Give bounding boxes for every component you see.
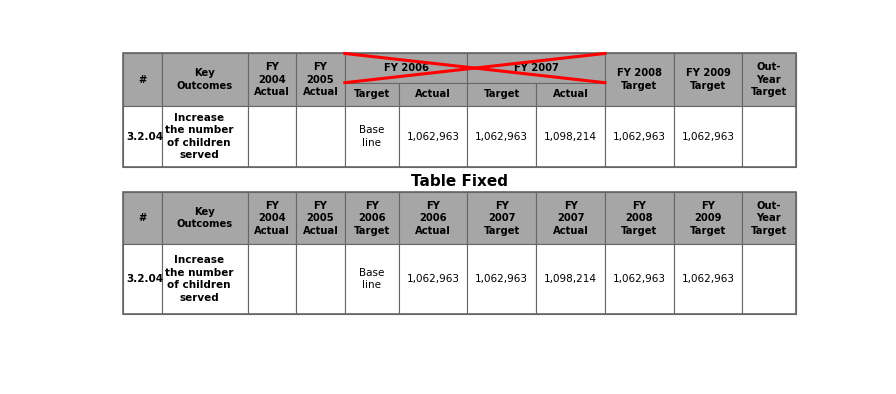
Text: Key
Outcomes: Key Outcomes (177, 207, 233, 229)
Text: FY 2009
Target: FY 2009 Target (685, 69, 730, 91)
Bar (247, 106, 297, 167)
Bar (297, 54, 345, 106)
Text: Base
line: Base line (359, 125, 384, 148)
Bar (345, 54, 468, 83)
Text: FY
2008
Target: FY 2008 Target (621, 201, 658, 236)
Text: FY
2004
Actual: FY 2004 Actual (254, 201, 289, 236)
Bar (605, 192, 674, 244)
Text: 1,062,963: 1,062,963 (475, 274, 529, 284)
Bar (123, 54, 161, 106)
Bar (297, 244, 345, 314)
Text: Out-
Year
Target: Out- Year Target (751, 62, 788, 97)
Bar (161, 192, 247, 244)
Bar (161, 106, 247, 167)
Bar (743, 244, 796, 314)
Bar (674, 244, 743, 314)
Text: FY
2006
Target: FY 2006 Target (354, 201, 390, 236)
Bar (161, 244, 247, 314)
Bar (297, 106, 345, 167)
Bar (674, 54, 743, 106)
Text: FY
2009
Target: FY 2009 Target (690, 201, 727, 236)
Text: 1,062,963: 1,062,963 (475, 132, 529, 141)
Text: 1,062,963: 1,062,963 (613, 274, 666, 284)
Bar (605, 106, 674, 167)
Bar (123, 192, 796, 314)
Text: FY
2006
Actual: FY 2006 Actual (415, 201, 451, 236)
Bar (123, 244, 161, 314)
Bar (123, 106, 161, 167)
Bar (605, 244, 674, 314)
Text: 1,062,963: 1,062,963 (613, 132, 666, 141)
Bar (399, 83, 468, 106)
Bar (536, 106, 605, 167)
Bar (247, 244, 297, 314)
Text: #: # (138, 74, 146, 85)
Bar (743, 192, 796, 244)
Text: 1,062,963: 1,062,963 (682, 132, 735, 141)
Bar (468, 83, 536, 106)
Text: Increase
the number
of children
served: Increase the number of children served (165, 255, 233, 303)
Text: 1,062,963: 1,062,963 (407, 274, 460, 284)
Bar (123, 192, 161, 244)
Text: FY
2007
Actual: FY 2007 Actual (553, 201, 589, 236)
Text: FY
2007
Target: FY 2007 Target (484, 201, 520, 236)
Bar (247, 54, 297, 106)
Text: 1,098,214: 1,098,214 (544, 132, 597, 141)
Text: Key
Outcomes: Key Outcomes (177, 69, 233, 91)
Text: 3.2.04: 3.2.04 (126, 274, 163, 284)
Bar (468, 106, 536, 167)
Bar (674, 106, 743, 167)
Text: FY 2008
Target: FY 2008 Target (616, 69, 662, 91)
Bar (247, 192, 297, 244)
Bar (345, 244, 399, 314)
Text: Out-
Year
Target: Out- Year Target (751, 201, 788, 236)
Text: #: # (138, 213, 146, 223)
Text: Base
line: Base line (359, 268, 384, 290)
Text: Actual: Actual (553, 89, 589, 99)
Bar (345, 106, 399, 167)
Bar (297, 192, 345, 244)
Text: Table Fixed: Table Fixed (410, 174, 508, 189)
Text: FY 2006: FY 2006 (383, 63, 428, 73)
Bar (536, 83, 605, 106)
Bar (468, 192, 536, 244)
Text: Target: Target (354, 89, 390, 99)
Bar (743, 106, 796, 167)
Bar (123, 54, 796, 167)
Bar (605, 54, 674, 106)
Text: Target: Target (484, 89, 520, 99)
Bar (468, 244, 536, 314)
Bar (674, 192, 743, 244)
Text: FY 2007: FY 2007 (513, 63, 558, 73)
Bar (468, 54, 605, 83)
Bar (399, 106, 468, 167)
Text: FY
2004
Actual: FY 2004 Actual (254, 62, 289, 97)
Text: 3.2.04: 3.2.04 (126, 132, 163, 141)
Text: Actual: Actual (415, 89, 451, 99)
Bar (536, 192, 605, 244)
Bar (161, 54, 247, 106)
Text: 1,062,963: 1,062,963 (682, 274, 735, 284)
Text: 1,098,214: 1,098,214 (544, 274, 597, 284)
Text: FY
2005
Actual: FY 2005 Actual (303, 62, 339, 97)
Text: 1,062,963: 1,062,963 (407, 132, 460, 141)
Text: FY
2005
Actual: FY 2005 Actual (303, 201, 339, 236)
Bar (345, 83, 399, 106)
Bar (399, 244, 468, 314)
Text: Increase
the number
of children
served: Increase the number of children served (165, 113, 233, 160)
Bar (345, 192, 399, 244)
Bar (399, 192, 468, 244)
Bar (536, 244, 605, 314)
Bar (743, 54, 796, 106)
